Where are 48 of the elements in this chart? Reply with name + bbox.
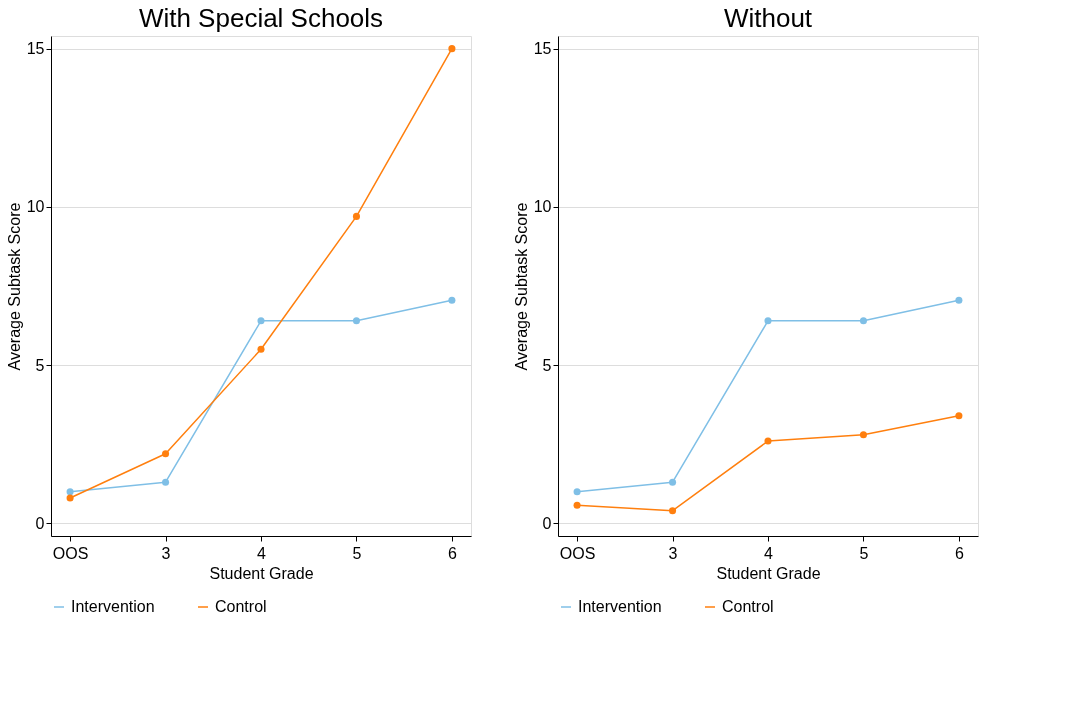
point [162,478,170,486]
y-axis-title: Average Subtask Score [512,202,530,371]
x-tick-label: 5 [859,544,869,562]
chart-title: With Special Schools [138,3,384,33]
y-tick-label: 10 [533,198,552,216]
y-tick-label: 10 [26,198,45,216]
y-tick-label: 0 [35,514,45,532]
x-tick-label: 4 [764,544,774,562]
legend-label: Control [215,598,267,615]
x-tick-label: 4 [257,544,267,562]
point [66,488,74,496]
x-tick-label: 3 [668,544,678,562]
point [955,296,963,304]
y-tick-label: 5 [35,356,45,374]
y-axis-title: Average Subtask Score [5,202,23,371]
legend-label: Intervention [578,598,662,615]
point [955,412,963,420]
x-tick-label: 3 [161,544,171,562]
point [352,317,360,325]
point [257,345,265,353]
chart-title: Without [723,3,813,33]
x-axis-title: Student Grade [209,564,314,582]
point [859,431,867,439]
x-axis-title: Student Grade [716,564,821,582]
point [764,437,772,445]
point [352,212,360,220]
y-tick-label: 15 [26,40,45,58]
point [573,488,581,496]
x-tick-label: 6 [954,544,964,562]
point [66,494,74,502]
point [448,45,456,53]
point [859,317,867,325]
point [669,507,677,515]
x-tick-label: OOS [52,544,89,562]
point [448,296,456,304]
x-tick-label: 6 [447,544,457,562]
point [257,317,265,325]
point [669,478,677,486]
legend-label: Control [722,598,774,615]
x-tick-label: 5 [352,544,362,562]
y-tick-label: 5 [542,356,552,374]
point [764,317,772,325]
point [162,450,170,458]
x-tick-label: OOS [559,544,596,562]
point [573,501,581,509]
y-tick-label: 0 [542,514,552,532]
legend-label: Intervention [71,598,155,615]
y-tick-label: 15 [533,40,552,58]
